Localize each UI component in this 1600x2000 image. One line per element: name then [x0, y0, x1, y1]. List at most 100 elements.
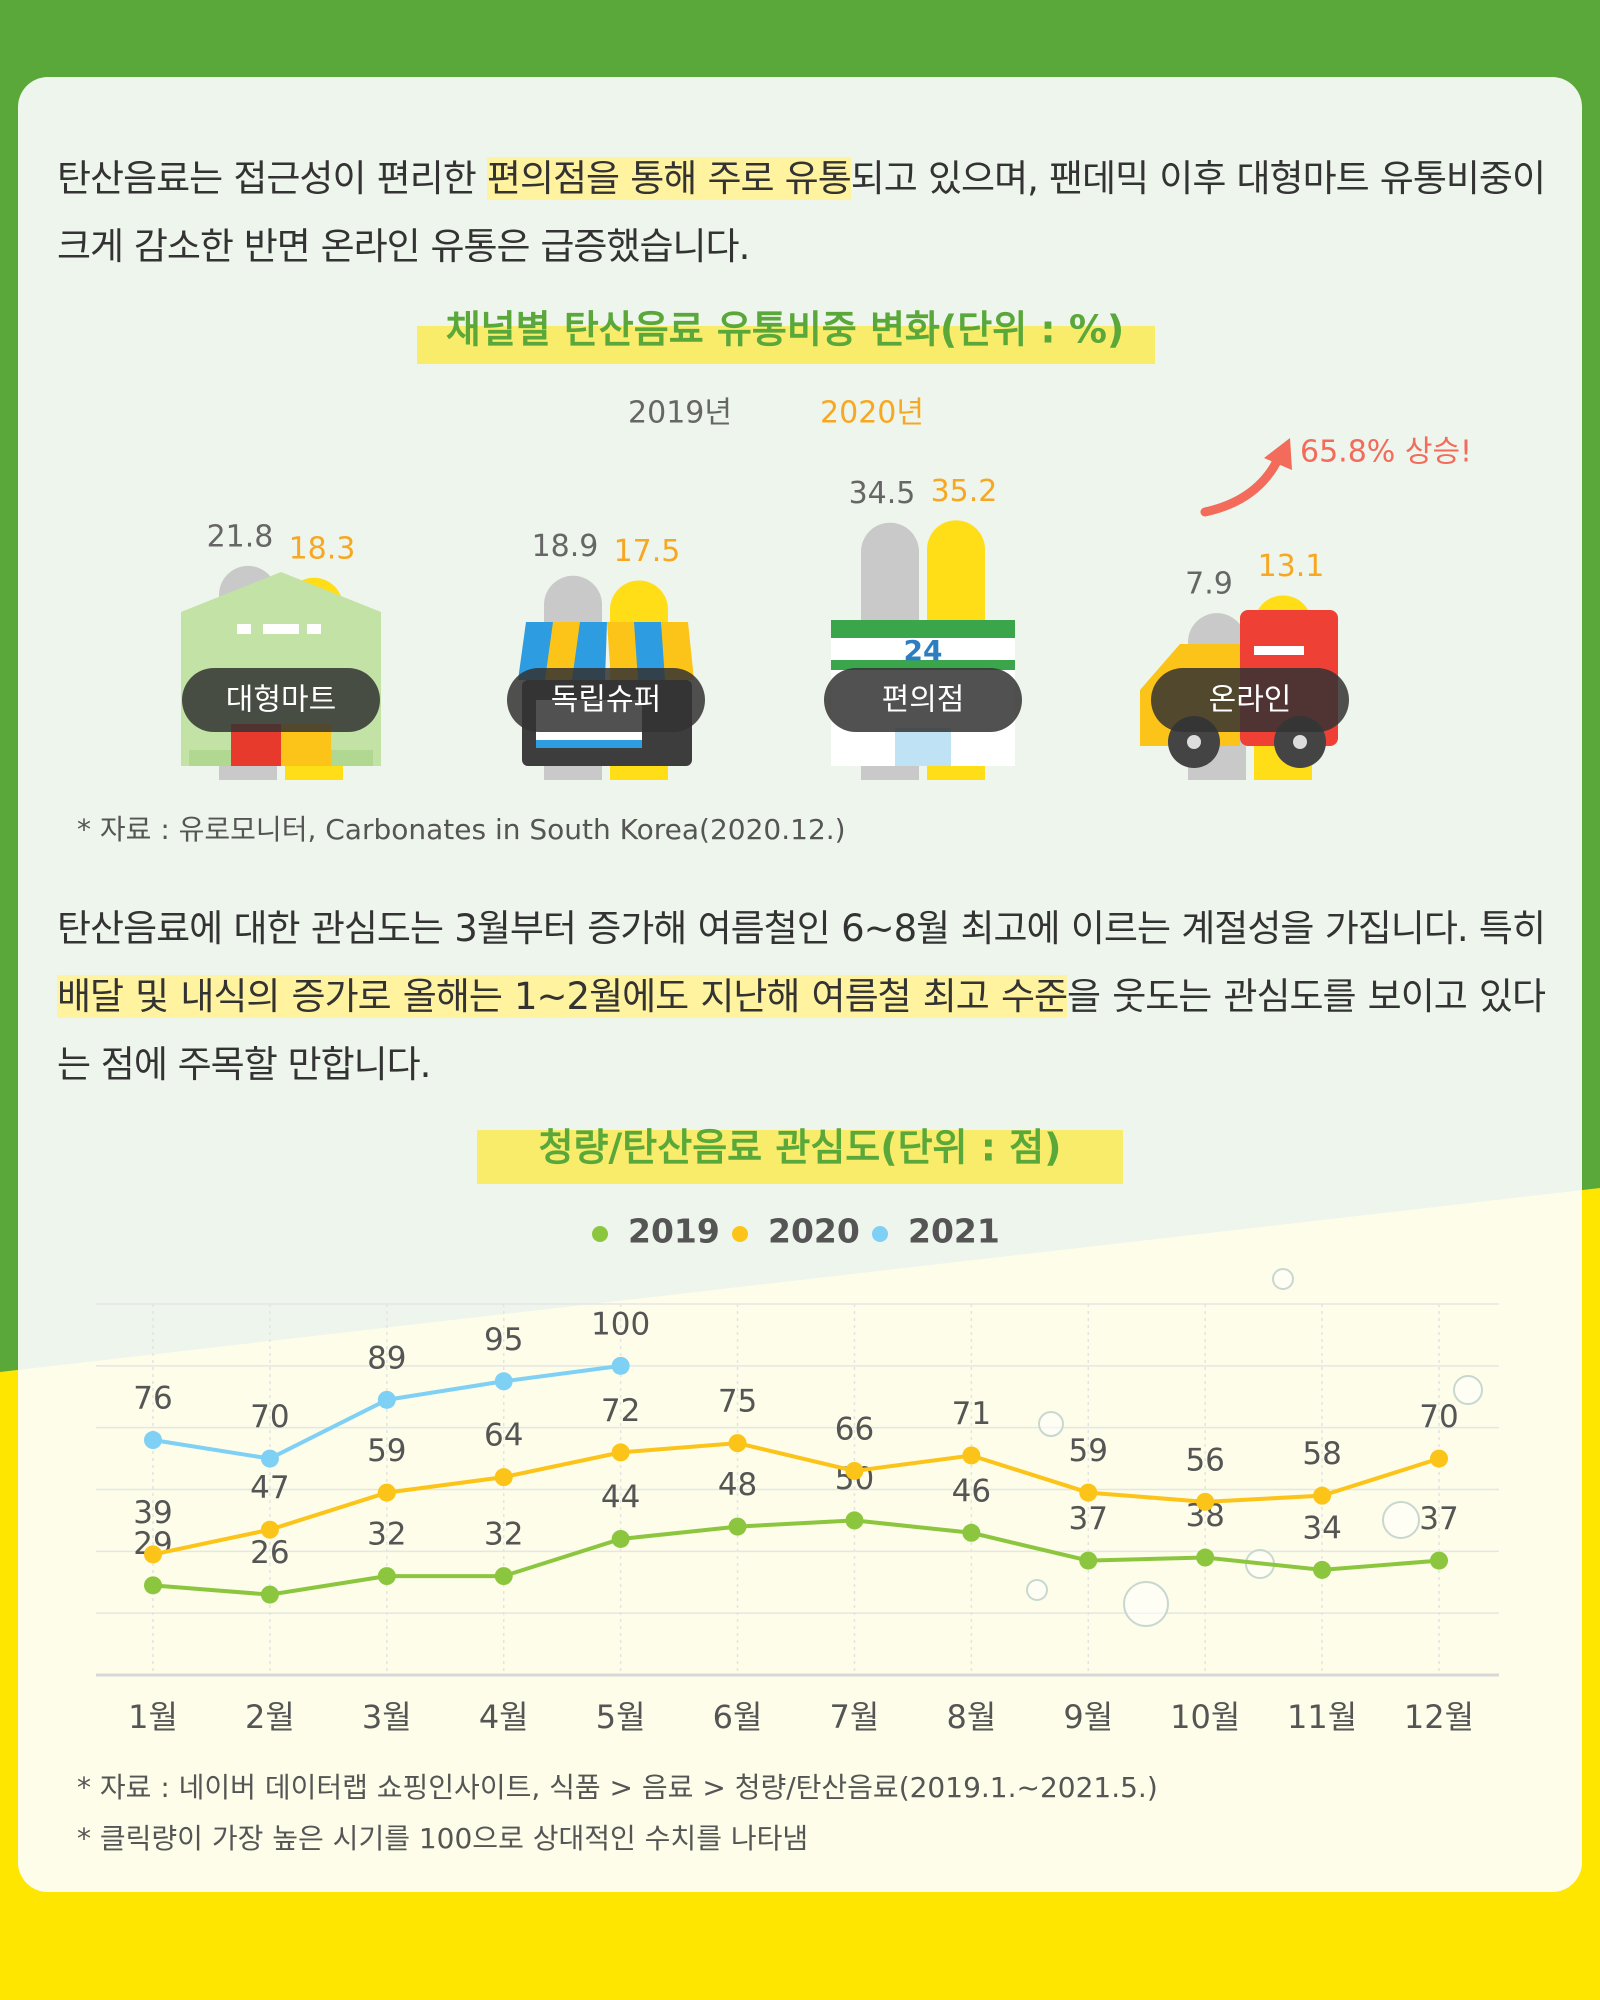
- point: [845, 1461, 864, 1480]
- value-label: 59: [1069, 1433, 1108, 1469]
- value-label: 70: [1419, 1399, 1458, 1435]
- value-label: 35.2: [931, 474, 998, 509]
- point: [144, 1576, 162, 1595]
- value-label: 18.3: [289, 531, 356, 566]
- point: [260, 1449, 279, 1468]
- value-label: 76: [133, 1381, 172, 1417]
- icon: [895, 728, 951, 766]
- value-label: 37: [1419, 1501, 1458, 1537]
- text: 을 웃도는 관심도를 보이고 있다는 점에 주목할 만합니다.: [57, 975, 1546, 1086]
- icon: [237, 624, 251, 634]
- point: [144, 1431, 162, 1450]
- category-label: 독립슈퍼: [551, 683, 661, 718]
- point: [611, 1443, 630, 1462]
- value-label: 64: [484, 1418, 523, 1454]
- value-label: 66: [835, 1411, 874, 1447]
- point: [962, 1523, 981, 1542]
- point: [1196, 1492, 1215, 1511]
- x-tick-label: 10월: [1170, 1698, 1240, 1736]
- series-line: [152, 1441, 1440, 1557]
- x-tick-label: 3월: [362, 1698, 412, 1736]
- value-label: 26: [250, 1535, 289, 1571]
- icon: [263, 624, 299, 634]
- value-label: 71: [952, 1396, 991, 1432]
- value-label: 47: [250, 1470, 289, 1506]
- value-label: 34.5: [849, 476, 916, 511]
- value-label: 46: [952, 1473, 991, 1509]
- point: [611, 1356, 630, 1375]
- category-label: 편의점: [882, 683, 965, 718]
- value-label: 37: [1069, 1501, 1108, 1537]
- annotation: 65.8% 상승!: [1300, 435, 1472, 470]
- highlight: 배달 및 내식의 증가로 올해는 1~2월에도 지난해 여름철 최고 수준: [57, 975, 1068, 1018]
- point: [144, 1545, 162, 1564]
- text: 탄산음료에 대한 관심도는 3월부터 증가해 여름철인 6~8월 최고에 이르는…: [57, 907, 1546, 950]
- bubble: [1453, 1375, 1483, 1405]
- point: [611, 1529, 630, 1548]
- bubble: [1272, 1268, 1294, 1290]
- point: [377, 1483, 396, 1502]
- value-label: 89: [367, 1340, 406, 1376]
- paragraph: 탄산음료는 접근성이 편리한 편의점을 통해 주로 유통되고 있으며, 팬데믹 …: [57, 145, 1546, 281]
- arrow-head: [1264, 438, 1292, 470]
- point: [494, 1567, 513, 1586]
- value-label: 32: [367, 1517, 406, 1553]
- icon: [1187, 735, 1201, 749]
- x-tick-label: 5월: [596, 1698, 646, 1736]
- point: [728, 1434, 747, 1453]
- source: * 자료 : 유로모니터, Carbonates in South Korea(…: [77, 813, 846, 846]
- point: [1430, 1551, 1448, 1570]
- value-label: 39: [133, 1495, 172, 1531]
- point: [494, 1372, 513, 1391]
- icon: [607, 622, 640, 680]
- x-tick-label: 7월: [830, 1698, 880, 1736]
- chart-title: 채널별 탄산음료 유통비중 변화(단위 : %): [446, 308, 1125, 352]
- icon: [518, 622, 553, 680]
- value-label: 75: [718, 1384, 757, 1420]
- x-tick-label: 11월: [1287, 1698, 1357, 1736]
- point: [260, 1585, 279, 1604]
- point: [260, 1520, 279, 1539]
- series-line: [152, 1518, 1440, 1597]
- x-tick-label: 2월: [245, 1698, 295, 1736]
- x-tick-label: 9월: [1063, 1698, 1113, 1736]
- point: [377, 1390, 396, 1409]
- point: [1079, 1483, 1098, 1502]
- value-label: 13.1: [1258, 549, 1325, 584]
- icon: [307, 624, 321, 634]
- legend-marker: [592, 1226, 608, 1242]
- value-label: 44: [601, 1479, 640, 1515]
- chart-title: 청량/탄산음료 관심도(단위 : 점): [538, 1126, 1061, 1170]
- icon: [572, 622, 607, 680]
- label-pill: [182, 668, 380, 732]
- category-label: 대형마트: [226, 683, 336, 718]
- value-label: 7.9: [1185, 567, 1233, 602]
- point: [1196, 1548, 1215, 1567]
- bubble: [1026, 1579, 1048, 1601]
- legend-marker: [872, 1226, 888, 1242]
- value-label: 100: [591, 1306, 650, 1342]
- legend-label: 2021: [908, 1212, 1000, 1251]
- x-tick-label: 6월: [713, 1698, 763, 1736]
- icon: [1254, 646, 1304, 655]
- x-tick-label: 12월: [1404, 1698, 1474, 1736]
- arrow: [1200, 450, 1285, 517]
- card-lower: [18, 1188, 1582, 1892]
- icon: [634, 622, 667, 680]
- icon: [831, 620, 1015, 638]
- point: [962, 1446, 981, 1465]
- charts: 채널별 탄산음료 유통비중 변화(단위 : %) 2019년 2020년 21.8 18…: [77, 308, 1499, 1855]
- source: * 클릭량이 가장 높은 시기를 100으로 상대적인 수치를 나타냄: [77, 1822, 808, 1855]
- value-label: 18.9: [532, 529, 599, 564]
- legend-label: 2020년: [820, 396, 924, 431]
- highlight: 편의점을 통해 주로 유통: [486, 157, 852, 200]
- x-tick-label: 1월: [128, 1698, 178, 1736]
- legend-label: 2019: [628, 1212, 720, 1251]
- point: [845, 1511, 864, 1530]
- icon: [536, 740, 642, 748]
- point: [377, 1567, 396, 1586]
- label-pill: [824, 668, 1022, 732]
- text: 되고 있으며, 팬데믹 이후 대형마트 유통비중이 크게 감소한 반면 온라인 …: [57, 157, 1546, 268]
- x-tick-label: 4월: [479, 1698, 529, 1736]
